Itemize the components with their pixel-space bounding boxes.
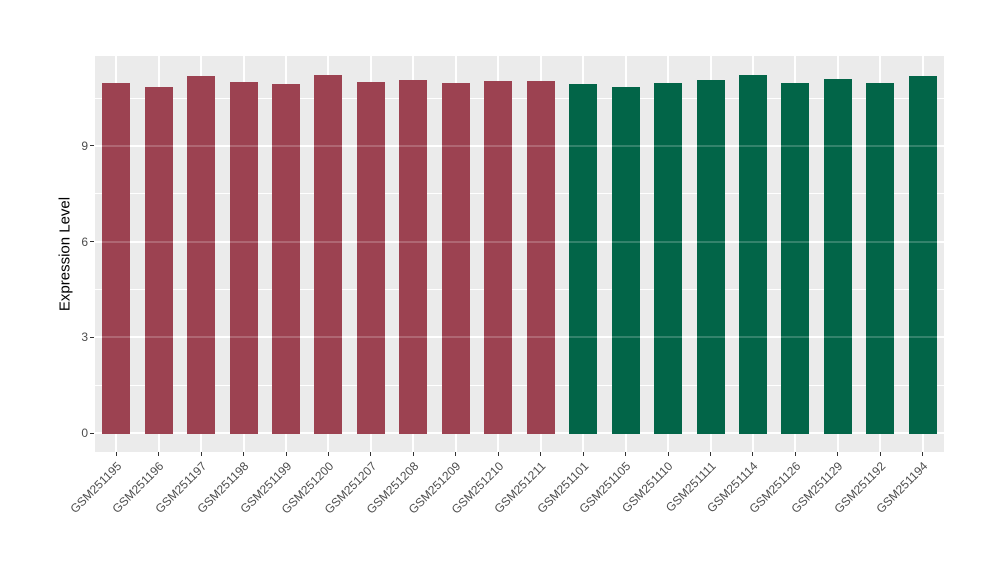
major-gridline [95,144,944,147]
bar [314,75,343,434]
x-tick-mark [879,452,881,456]
x-tick-mark [710,452,712,456]
y-tick-mark [90,145,94,147]
bar [866,82,895,434]
major-gridline [95,432,944,434]
minor-gridline [95,193,944,195]
x-tick-mark [582,452,584,456]
y-tick-label: 6 [81,234,88,249]
bar [654,82,683,434]
bar [611,86,640,434]
y-tick-mark [90,432,94,434]
bar [696,79,725,434]
y-tick-label: 0 [81,426,88,440]
bar [484,81,513,434]
bar [229,81,258,434]
bar [738,74,767,434]
x-tick-mark [922,452,924,456]
major-gridline [95,240,944,243]
x-tick-mark [327,452,329,456]
bar [144,86,173,434]
bar [399,79,428,434]
bar [823,79,852,434]
x-tick-mark [794,452,796,456]
x-tick-mark [497,452,499,456]
y-tick-label: 3 [81,330,88,345]
bar [356,81,385,434]
bar [781,82,810,434]
x-tick-mark [285,452,287,456]
minor-gridline [95,97,944,99]
y-tick-mark [90,241,94,243]
x-tick-mark [158,452,160,456]
bar [908,75,937,434]
x-tick-mark [540,452,542,456]
x-tick-mark [837,452,839,456]
plot-panel [95,56,944,452]
x-tick-mark [667,452,669,456]
x-tick-mark [752,452,754,456]
x-tick-mark [455,452,457,456]
x-tick-mark [412,452,414,456]
y-axis-title: Expression Level [56,196,74,312]
x-tick-mark [115,452,117,456]
x-tick-mark [625,452,627,456]
bar [272,84,301,434]
bar [102,82,131,434]
y-tick-mark [90,336,94,338]
major-gridline [95,336,944,339]
x-tick-mark [200,452,202,456]
gridline-overlay [95,144,944,147]
bar [569,84,598,434]
bar [441,83,470,434]
gridline-overlay [95,240,944,243]
minor-gridline [95,288,944,290]
x-tick-mark [243,452,245,456]
minor-gridline [95,384,944,386]
y-tick-label: 9 [81,138,88,153]
x-tick-mark [370,452,372,456]
bar [526,80,555,434]
gridline-overlay [95,336,944,339]
bar [187,75,216,434]
